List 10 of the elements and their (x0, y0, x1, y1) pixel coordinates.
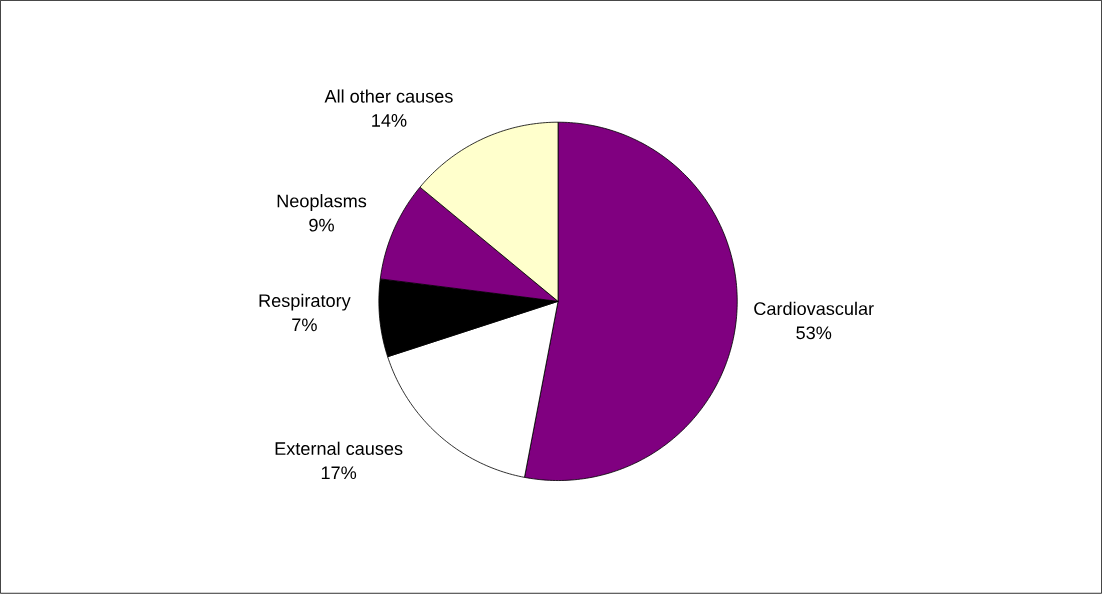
data-label: 53% (796, 326, 832, 340)
slice-label: Neoplasms (277, 194, 367, 212)
slice-label: All other causes (324, 89, 453, 103)
data-label: 7% (292, 318, 317, 332)
slice-label: Respiratory (259, 293, 351, 311)
slice-label: Cardiovascular (754, 301, 874, 316)
data-label: 17% (321, 466, 357, 480)
data-label: 9% (309, 218, 334, 232)
data-label: 14% (372, 114, 407, 127)
slice-label: External causes (275, 441, 403, 456)
